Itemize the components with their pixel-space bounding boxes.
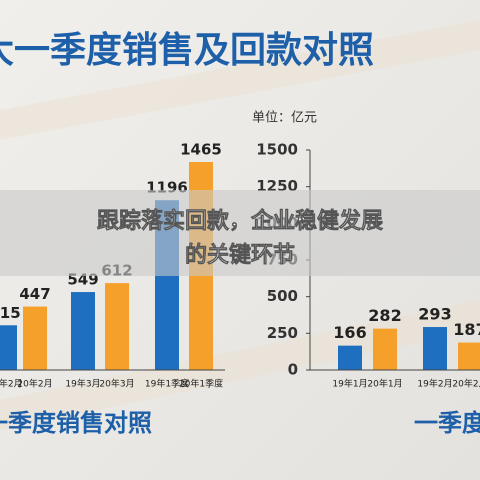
chart-title: 一季度销售对照 — [0, 409, 152, 437]
value-label: 447 — [19, 285, 50, 303]
x-tick-label: 19年2月 — [417, 378, 452, 390]
x-tick-label: 20年1月 — [367, 378, 402, 390]
bar — [458, 342, 480, 370]
bar — [338, 345, 362, 370]
x-tick-label: 19年1月 — [332, 378, 367, 390]
bar — [423, 327, 447, 370]
x-tick-label: 19年2月 — [0, 378, 23, 390]
value-label: 166 — [333, 323, 366, 342]
stripe — [0, 20, 480, 140]
stripe — [0, 300, 480, 430]
chart-title: 一季度 — [414, 409, 480, 437]
x-tick-label: 20年2月 — [17, 378, 52, 390]
bar — [71, 292, 95, 370]
x-tick-label: 20年1季度 — [179, 378, 223, 390]
bar — [23, 306, 47, 370]
headline-band — [0, 190, 480, 276]
bar — [105, 283, 129, 370]
x-tick-label: 19年3月 — [65, 378, 100, 390]
value-label: 315 — [0, 304, 21, 322]
bar — [373, 328, 397, 370]
bar — [0, 325, 17, 370]
banner: 大一季度销售及回款对照 — [0, 30, 374, 71]
value-label: 187 — [453, 320, 480, 339]
value-label: 293 — [418, 305, 451, 324]
value-label: 1465 — [180, 141, 222, 159]
y-tick-label: 0 — [288, 361, 298, 379]
x-tick-label: 20年2月 — [452, 378, 480, 390]
y-tick-label: 1500 — [256, 141, 298, 159]
headline: 跟踪落实回款，企业稳健发展 — [97, 208, 383, 234]
x-tick-label: 19年1季度 — [145, 378, 189, 390]
value-label: 282 — [368, 306, 401, 325]
y-tick-label: 250 — [267, 324, 298, 342]
headline: 的关键环节 — [185, 242, 295, 268]
y-tick-label: 500 — [267, 287, 298, 305]
unit-label: 单位：亿元 — [252, 111, 317, 126]
x-tick-label: 20年3月 — [99, 378, 134, 390]
